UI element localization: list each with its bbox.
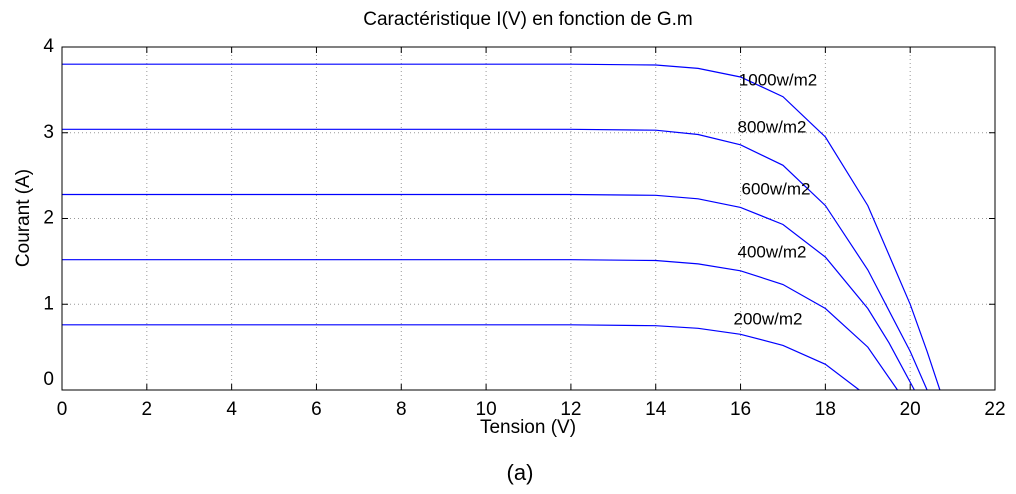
x-tick-label: 4 <box>226 399 237 420</box>
plot-area <box>62 47 995 390</box>
y-tick-label: 4 <box>43 36 54 57</box>
y-axis-label: Courant (A) <box>13 169 34 267</box>
chart-title: Caractéristique I(V) en fonction de G.m <box>363 9 692 30</box>
x-tick-label: 16 <box>730 399 751 420</box>
series-label: 800w/m2 <box>738 117 807 136</box>
series-line <box>62 259 898 391</box>
x-tick-label: 8 <box>396 399 407 420</box>
series-label: 400w/m2 <box>738 242 807 261</box>
x-tick-label: 14 <box>645 399 667 420</box>
y-tick-label: 3 <box>43 122 54 143</box>
x-tick-label: 2 <box>142 399 153 420</box>
x-tick-label: 20 <box>900 399 921 420</box>
x-tick-label: 6 <box>311 399 322 420</box>
x-tick-label: 22 <box>984 399 1005 420</box>
x-tick-label: 10 <box>476 399 497 420</box>
y-tick-label: 1 <box>43 293 54 314</box>
series-line <box>62 128 928 391</box>
y-tick-label: 2 <box>43 208 54 229</box>
series-line <box>62 63 941 391</box>
x-tick-label: 0 <box>57 399 68 420</box>
y-tick-label: 0 <box>43 369 54 390</box>
x-tick-label: 18 <box>815 399 836 420</box>
series-line <box>62 193 915 391</box>
series-label: 200w/m2 <box>734 309 803 328</box>
x-tick-label: 12 <box>560 399 581 420</box>
caption: (a) <box>507 460 534 485</box>
plot-frame <box>61 46 996 391</box>
series-label: 600w/m2 <box>742 179 811 198</box>
series-label: 1000w/m2 <box>739 70 817 89</box>
series-line <box>62 324 860 391</box>
x-axis-label: Tension (V) <box>480 417 576 438</box>
